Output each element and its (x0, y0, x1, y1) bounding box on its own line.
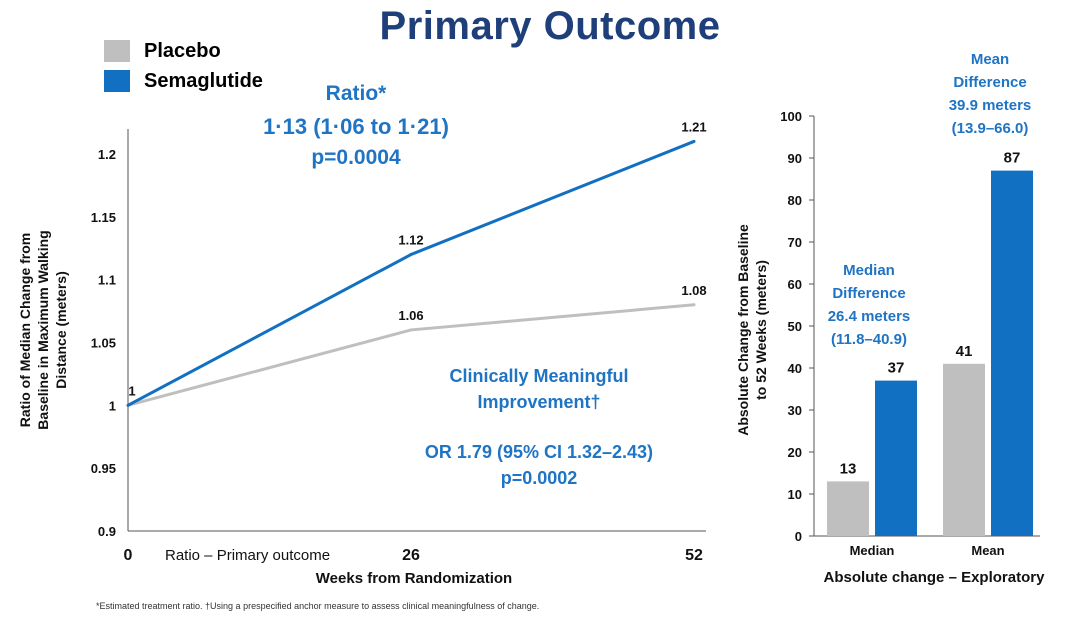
legend-item-semaglutide: Semaglutide (104, 66, 263, 96)
clinical-annotation-line: Clinically Meaningful (449, 366, 628, 386)
median-difference-annotation-line: Difference (832, 285, 905, 302)
clinical-annotation-line: OR 1.79 (95% CI 1.32–2.43) (425, 442, 653, 462)
bar-chart-y-axis-title: Absolute Change from Baseline to 52 Weeks… (735, 224, 769, 436)
bar-chart-y-tick-label: 40 (788, 361, 802, 376)
bar-chart-category-label: Mean (971, 543, 1004, 558)
legend-label-semaglutide: Semaglutide (144, 69, 263, 92)
line-chart-x-tick-label: 0 (124, 547, 133, 564)
bar-chart-y-tick-label: 90 (788, 151, 802, 166)
line-point-placebo (692, 303, 696, 307)
clinical-annotation-line: Improvement† (477, 392, 600, 412)
line-point-semaglutide (409, 253, 413, 257)
bar-chart-y-tick-label: 20 (788, 445, 802, 460)
bar-median-semaglutide (875, 380, 917, 536)
bar-median-placebo (827, 481, 869, 536)
line-chart-y-tick-label: 0.9 (98, 524, 116, 539)
clinical-annotation-line: p=0.0002 (501, 468, 578, 488)
bar-chart-y-tick-label: 70 (788, 235, 802, 250)
legend-label-placebo: Placebo (144, 39, 221, 62)
bar-chart-y-axis-title-line: Absolute Change from Baseline (735, 224, 751, 436)
line-data-label-semaglutide: 1 (128, 383, 135, 398)
ratio-annotation-line: Ratio* (326, 82, 388, 105)
line-chart-y-tick-label: 1 (109, 398, 116, 413)
bar-chart-y-tick-label: 100 (780, 109, 802, 124)
median-difference-annotation-line: 26.4 meters (828, 308, 911, 325)
line-chart-x-tick-label: 26 (402, 547, 420, 564)
bar-value-label-placebo: 13 (840, 460, 857, 477)
bar-value-label-semaglutide: 87 (1004, 150, 1021, 167)
line-point-semaglutide (126, 403, 130, 407)
line-chart-y-tick-label: 0.95 (91, 461, 116, 476)
bar-chart-category-label: Median (850, 543, 895, 558)
bar-chart-y-tick-label: 50 (788, 319, 802, 334)
mean-difference-annotation-line: 39.9 meters (949, 97, 1032, 114)
line-data-label-semaglutide: 1.12 (398, 233, 423, 248)
bar-chart-y-tick-label: 0 (795, 529, 802, 544)
line-chart-y-axis-title-line: Ratio of Median Change from (17, 233, 33, 427)
median-difference-annotation-line: (11.8–40.9) (831, 331, 907, 348)
page-title: Primary Outcome (379, 4, 721, 48)
line-chart-y-tick-label: 1.1 (98, 273, 116, 288)
line-chart-x-axis-title: Weeks from Randomization (316, 570, 512, 587)
ratio-annotation-line: 1·13 (1·06 to 1·21) (263, 114, 449, 139)
legend-item-placebo: Placebo (104, 36, 263, 66)
line-point-placebo (409, 328, 413, 332)
bar-chart-y-tick-label: 60 (788, 277, 802, 292)
bar-mean-placebo (943, 363, 985, 536)
line-chart-y-tick-label: 1.15 (91, 210, 116, 225)
line-data-label-placebo: 1.06 (398, 308, 423, 323)
ratio-annotation-line: p=0.0004 (311, 146, 401, 169)
line-chart-y-axis-title-line: Baseline in Maximum Walking (35, 230, 51, 429)
bar-chart-x-axis-title: Absolute change – Exploratory (824, 569, 1046, 586)
line-data-label-placebo: 1.08 (681, 283, 706, 298)
line-chart-y-tick-label: 1.05 (91, 336, 116, 351)
bar-chart-y-axis-title-line: to 52 Weeks (meters) (753, 260, 769, 400)
median-difference-annotation-line: Median (843, 262, 895, 279)
footnote: *Estimated treatment ratio. †Using a pre… (96, 601, 540, 611)
bar-chart-y-tick-label: 30 (788, 403, 802, 418)
legend-swatch-placebo (104, 40, 130, 62)
line-chart-y-axis-title-line: Distance (meters) (53, 271, 69, 389)
legend-swatch-semaglutide (104, 70, 130, 92)
bar-value-label-placebo: 41 (956, 343, 973, 360)
line-chart-x-inline-label: Ratio – Primary outcome (165, 547, 330, 564)
line-point-semaglutide (692, 139, 696, 143)
bar-mean-semaglutide (991, 170, 1033, 536)
bar-value-label-semaglutide: 37 (888, 360, 905, 377)
mean-difference-annotation-line: Mean (971, 51, 1009, 68)
bar-chart-y-tick-label: 80 (788, 193, 802, 208)
line-chart-y-axis-title: Ratio of Median Change from Baseline in M… (17, 230, 69, 429)
line-chart-x-tick-label: 52 (685, 547, 703, 564)
mean-difference-annotation-line: Difference (953, 74, 1026, 91)
bar-chart-y-tick-label: 10 (788, 487, 802, 502)
legend: Placebo Semaglutide (104, 36, 263, 96)
mean-difference-annotation-line: (13.9–66.0) (952, 120, 1029, 137)
line-data-label-semaglutide: 1.21 (681, 119, 706, 134)
line-chart-y-tick-label: 1.2 (98, 147, 116, 162)
